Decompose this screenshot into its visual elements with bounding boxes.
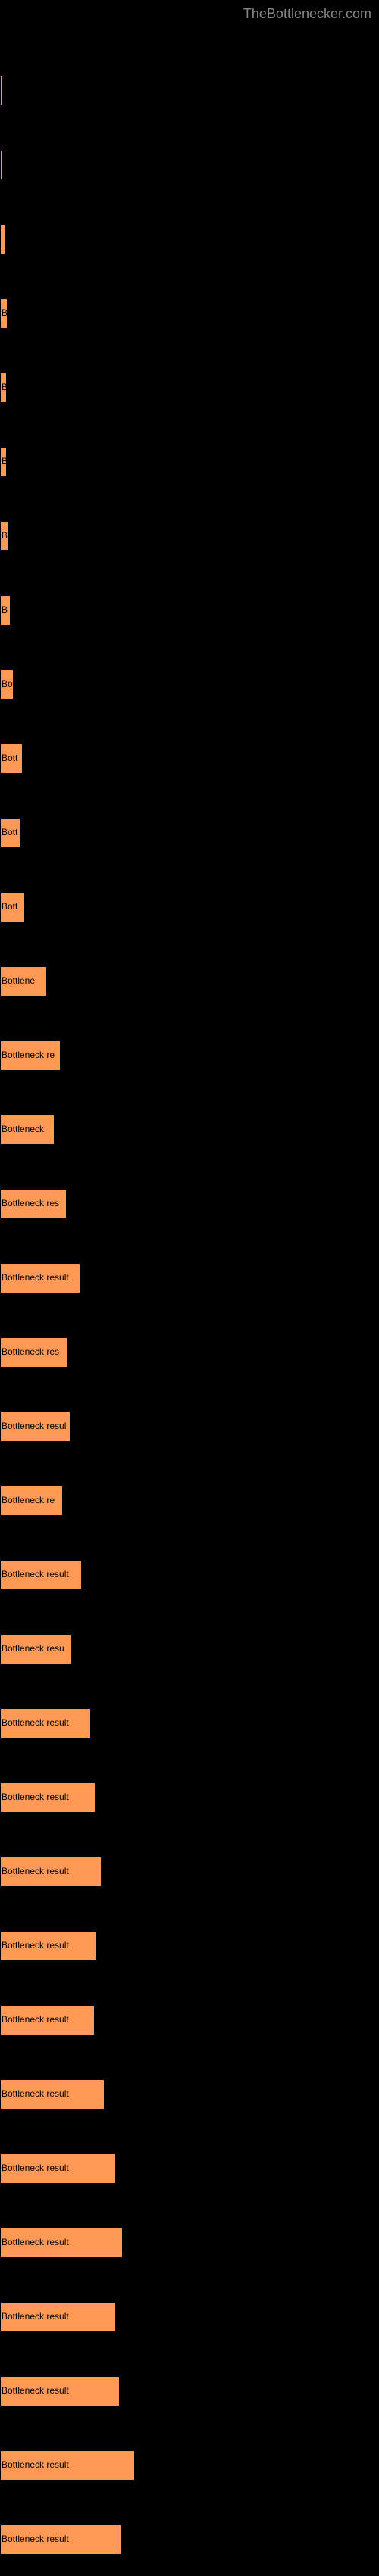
- bar-row: B: [0, 521, 379, 572]
- bar-row: Bottleneck: [0, 1115, 379, 1166]
- bar-label: Bottleneck result: [2, 2088, 69, 2099]
- bar-row: Bott: [0, 744, 379, 795]
- bar-label: Bottleneck result: [2, 2534, 69, 2544]
- bar-row: [0, 150, 379, 201]
- bar-label: Bottleneck result: [2, 2237, 69, 2247]
- bar-row: Bottleneck result: [0, 2302, 379, 2353]
- bar-label: B: [2, 530, 8, 541]
- bar-row: Bott: [0, 818, 379, 869]
- bar-row: Bo: [0, 669, 379, 721]
- bar-row: Bottleneck result: [0, 2376, 379, 2428]
- bar-label: Bottleneck result: [2, 1272, 69, 1283]
- bar-label: B: [2, 307, 8, 318]
- bar-label: B: [2, 382, 8, 392]
- bar-row: B: [0, 373, 379, 424]
- bar-label: Bottlene: [2, 975, 35, 986]
- bar-row: Bottleneck result: [0, 2228, 379, 2279]
- bar-label: Bott: [2, 753, 17, 763]
- bar-label: Bottleneck result: [2, 1717, 69, 1728]
- bar-chart: B B B B B Bo Bott Bott Bott Bottlene Bottleneck re…: [0, 76, 379, 2423]
- chart-bar: [0, 76, 3, 106]
- bar-row: Bottleneck result: [0, 2450, 379, 2502]
- bar-label: B: [2, 456, 8, 466]
- bar-label: Bott: [2, 827, 17, 837]
- bar-label: Bottleneck result: [2, 1940, 69, 1951]
- chart-bar: [0, 150, 3, 180]
- bar-row: Bottleneck result: [0, 1263, 379, 1315]
- chart-bar: [0, 224, 5, 254]
- bar-label: Bottleneck result: [2, 2385, 69, 2396]
- bar-row: Bottleneck result: [0, 1857, 379, 1908]
- bar-row: Bottleneck res: [0, 1337, 379, 1389]
- bar-row: Bottleneck result: [0, 2005, 379, 2057]
- bar-row: Bottlene: [0, 966, 379, 1018]
- bar-row: Bottleneck res: [0, 1189, 379, 1240]
- bar-row: [0, 76, 379, 127]
- bar-label: Bottleneck resu: [2, 1643, 64, 1654]
- bar-row: Bottleneck result: [0, 2079, 379, 2131]
- bar-label: Bo: [2, 678, 13, 689]
- bar-row: Bottleneck result: [0, 1931, 379, 1982]
- bar-label: Bott: [2, 901, 17, 912]
- bar-row: Bottleneck result: [0, 1708, 379, 1760]
- bar-row: Bottleneck resu: [0, 1634, 379, 1686]
- bar-label: Bottleneck result: [2, 1569, 69, 1580]
- bar-row: Bottleneck result: [0, 1560, 379, 1611]
- bar-label: Bottleneck result: [2, 2014, 69, 2025]
- bar-row: B: [0, 298, 379, 350]
- bar-label: Bottleneck resul: [2, 1421, 66, 1431]
- bar-label: B: [2, 604, 8, 615]
- bar-row: Bottleneck result: [0, 2525, 379, 2576]
- bar-label: Bottleneck: [2, 1124, 44, 1134]
- bar-label: Bottleneck result: [2, 1792, 69, 1802]
- watermark-text: TheBottlenecker.com: [243, 6, 371, 22]
- bar-row: Bottleneck resul: [0, 1411, 379, 1463]
- bar-label: Bottleneck re: [2, 1049, 55, 1060]
- bar-row: Bottleneck re: [0, 1040, 379, 1092]
- bar-row: Bottleneck re: [0, 1486, 379, 1537]
- bar-label: Bottleneck re: [2, 1495, 55, 1505]
- bar-label: Bottleneck res: [2, 1346, 59, 1357]
- bar-row: Bottleneck result: [0, 1782, 379, 1834]
- bar-row: [0, 224, 379, 276]
- bar-row: B: [0, 595, 379, 647]
- bar-row: Bottleneck result: [0, 2153, 379, 2205]
- bar-label: Bottleneck res: [2, 1198, 59, 1208]
- bar-row: Bott: [0, 892, 379, 943]
- bar-label: Bottleneck result: [2, 2163, 69, 2173]
- bar-label: Bottleneck result: [2, 2311, 69, 2322]
- bar-row: B: [0, 447, 379, 498]
- bar-label: Bottleneck result: [2, 2459, 69, 2470]
- bar-label: Bottleneck result: [2, 1866, 69, 1876]
